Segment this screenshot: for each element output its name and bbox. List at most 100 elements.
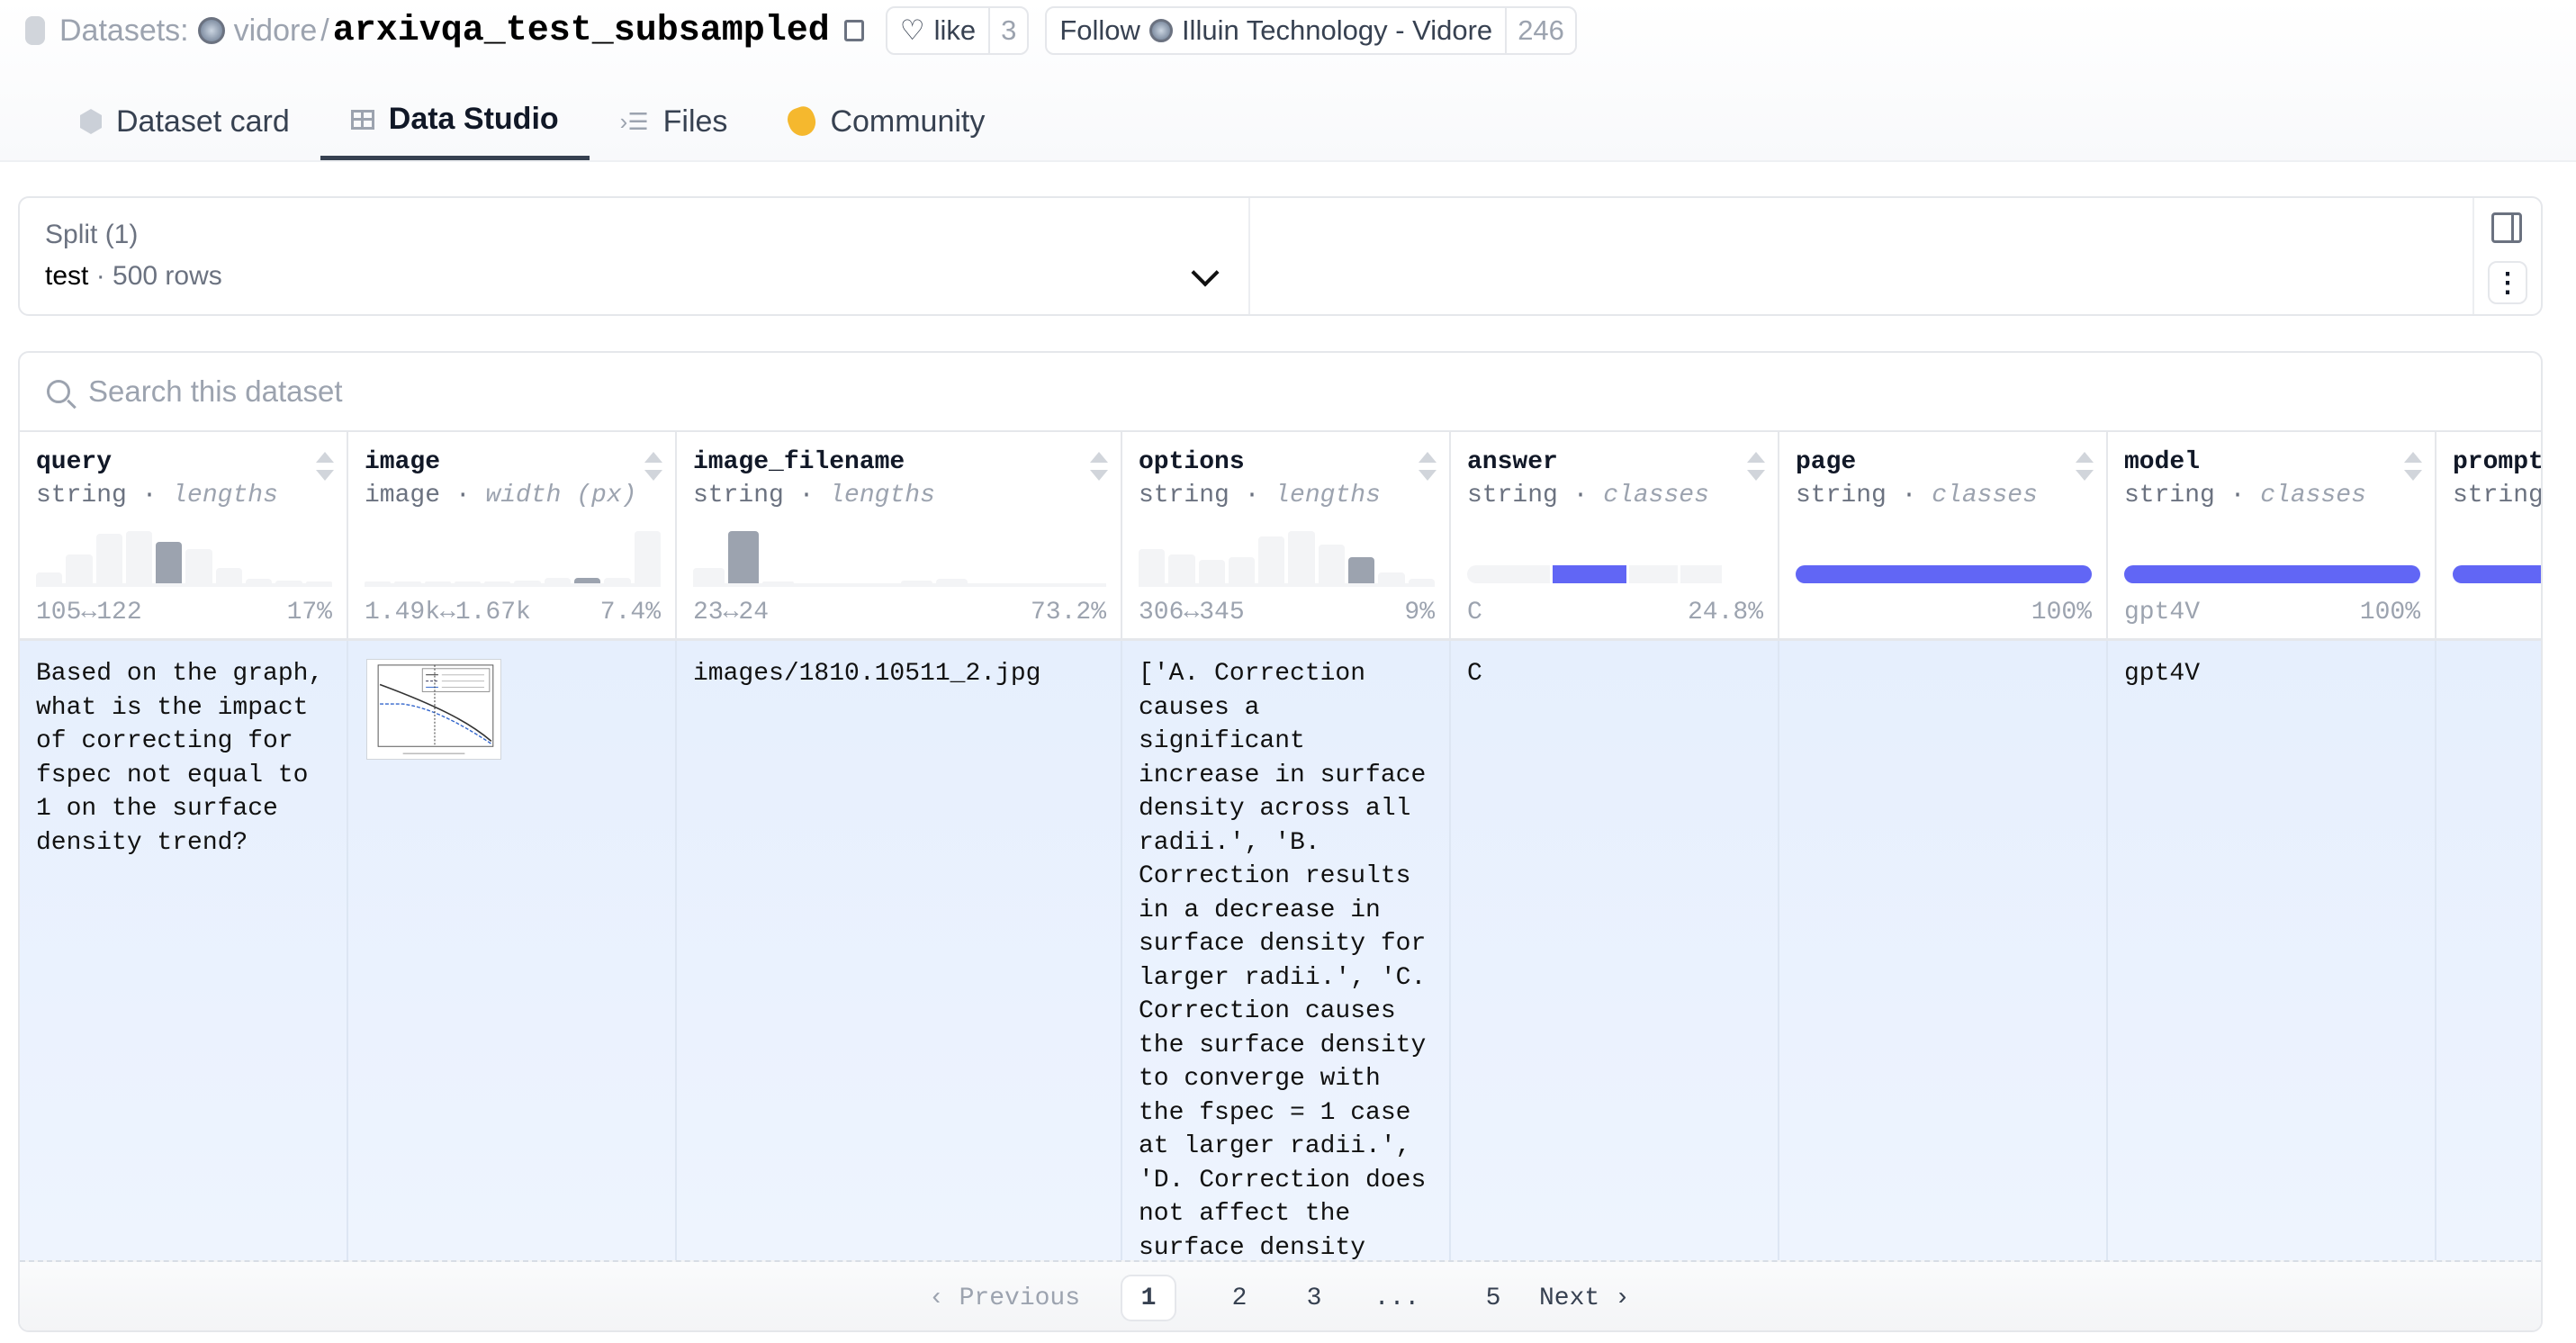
class-segment[interactable] — [1467, 565, 1551, 583]
stat-label: lengths — [829, 482, 935, 509]
sort-icon[interactable] — [2076, 452, 2094, 481]
split-value: test · 500 rows — [45, 261, 222, 292]
cell-image_filename[interactable]: images/1810.10511_2.jpg — [677, 641, 1122, 1260]
sort-icon[interactable] — [1090, 452, 1108, 481]
histogram-bar[interactable] — [1378, 572, 1405, 583]
cell-prompt[interactable] — [2436, 641, 2541, 1260]
type-label: string — [1796, 482, 1887, 509]
class-segment[interactable] — [1680, 565, 1723, 583]
histogram-bar[interactable] — [484, 581, 511, 583]
histogram-bar[interactable] — [1348, 557, 1375, 583]
histogram-bar[interactable] — [156, 541, 183, 583]
histogram-bar[interactable] — [604, 578, 631, 583]
histogram-bar[interactable] — [246, 579, 273, 583]
sort-icon[interactable] — [2404, 452, 2422, 481]
more-options-button[interactable]: ⋮ — [2488, 261, 2527, 304]
cell-image[interactable] — [348, 641, 677, 1260]
histogram-bar[interactable] — [727, 531, 760, 583]
histogram-bar[interactable] — [1408, 579, 1435, 583]
histogram-bar[interactable] — [1168, 554, 1195, 583]
histogram-bar[interactable] — [424, 581, 451, 583]
column-header-answer[interactable]: answer string · classes C 24.8% — [1451, 432, 1779, 638]
class-bar[interactable] — [2124, 565, 2420, 583]
histogram-bar[interactable] — [574, 578, 601, 583]
cell-options[interactable]: ['A. Correction causes a significant inc… — [1122, 641, 1451, 1260]
sort-icon[interactable] — [1419, 452, 1437, 481]
histogram-bar[interactable] — [125, 531, 153, 583]
image-thumbnail[interactable] — [366, 659, 501, 760]
class-bar[interactable] — [2453, 565, 2541, 583]
histogram-bar[interactable] — [36, 572, 63, 583]
sort-icon[interactable] — [316, 452, 334, 481]
histogram-bar[interactable] — [365, 581, 392, 583]
table-header: query string · lengths 105↔122 17% image i… — [20, 432, 2541, 641]
chevron-down-icon[interactable] — [1191, 258, 1220, 287]
page-button-5[interactable]: 5 — [1485, 1284, 1501, 1312]
histogram-bar[interactable] — [275, 580, 302, 583]
histogram-bar[interactable] — [936, 579, 968, 583]
follow-button[interactable]: Follow Illuin Technology - Vidore 246 — [1045, 6, 1577, 55]
tab-community[interactable]: Community — [758, 83, 1015, 160]
column-header-model[interactable]: model string · classes gpt4V 100% — [2108, 432, 2436, 638]
cell-answer[interactable]: C — [1451, 641, 1779, 1260]
histogram-bar[interactable] — [693, 567, 725, 583]
histogram-bar[interactable] — [305, 581, 332, 583]
tab-data-studio[interactable]: Data Studio — [320, 83, 590, 160]
histogram-bar[interactable] — [1198, 559, 1225, 583]
histogram-bar[interactable] — [1139, 549, 1166, 583]
table-row[interactable]: Based on the graph, what is the impact o… — [20, 641, 2541, 1260]
histogram — [36, 531, 332, 587]
class-bar — [1467, 565, 1763, 583]
page-button-1[interactable]: 1 — [1121, 1275, 1176, 1321]
column-header-image[interactable]: image image · width (px) 1.49k↔1.67k 7.4% — [348, 432, 677, 638]
class-segment[interactable] — [1628, 565, 1678, 583]
copy-icon[interactable] — [843, 20, 864, 41]
split-rows: 500 rows — [113, 261, 222, 291]
cell-query[interactable]: Based on the graph, what is the impact o… — [20, 641, 348, 1260]
column-header-page[interactable]: page string · classes 100% — [1779, 432, 2108, 638]
column-header-image_filename[interactable]: image_filename string · lengths 23↔24 73.… — [677, 432, 1122, 638]
histogram-bar[interactable] — [1318, 544, 1346, 583]
page-button-2[interactable]: 2 — [1231, 1284, 1247, 1312]
split-selector[interactable]: Split (1) test · 500 rows ⋮ — [18, 196, 2543, 316]
search-input[interactable] — [88, 374, 1168, 409]
histogram-bar[interactable] — [544, 578, 572, 583]
histogram-bar[interactable] — [185, 549, 212, 583]
previous-button[interactable]: ‹ Previous — [929, 1284, 1081, 1312]
histogram-bar[interactable] — [762, 581, 794, 583]
tab-files[interactable]: ›☰ Files — [590, 83, 759, 160]
histogram-bar[interactable] — [514, 581, 541, 583]
type-label: string — [2453, 482, 2543, 509]
histogram-bar[interactable] — [1228, 557, 1256, 583]
class-segment[interactable] — [1553, 565, 1626, 583]
column-header-query[interactable]: query string · lengths 105↔122 17% — [20, 432, 348, 638]
histogram-bar[interactable] — [901, 581, 933, 583]
like-button[interactable]: ♡ like 3 — [885, 6, 1030, 55]
histogram-bar[interactable] — [66, 554, 93, 583]
datasets-link[interactable]: Datasets: — [59, 13, 189, 48]
cell-model[interactable]: gpt4V — [2108, 641, 2436, 1260]
column-header-prompt[interactable]: prompt string · classes — [2436, 432, 2543, 638]
histogram-bar[interactable] — [1258, 536, 1285, 583]
stat-label: width (px) — [485, 482, 637, 509]
column-header-options[interactable]: options string · lengths 306↔345 9% — [1122, 432, 1451, 638]
histogram-bar[interactable] — [1288, 531, 1315, 583]
type-label: string — [36, 482, 127, 509]
tab-dataset-card[interactable]: Dataset card — [50, 83, 320, 160]
sort-icon[interactable] — [1747, 452, 1765, 481]
class-bar[interactable] — [1796, 565, 2092, 583]
histogram-bar[interactable] — [95, 533, 122, 583]
sort-icon[interactable] — [644, 452, 662, 481]
histogram-bar[interactable] — [454, 581, 482, 583]
owner-link[interactable]: vidore — [233, 13, 318, 48]
histogram-bar[interactable] — [215, 567, 243, 583]
cell-page[interactable] — [1779, 641, 2108, 1260]
next-button[interactable]: Next › — [1539, 1284, 1630, 1312]
range-label: gpt4V — [2124, 599, 2201, 626]
dataset-title[interactable]: arxivqa_test_subsampled — [332, 10, 830, 51]
side-panel-icon[interactable] — [2491, 212, 2522, 243]
page-button-3[interactable]: 3 — [1306, 1284, 1322, 1312]
stat-label: lengths — [1274, 482, 1381, 509]
histogram-bar[interactable] — [634, 531, 661, 583]
histogram-bar[interactable] — [394, 581, 421, 583]
